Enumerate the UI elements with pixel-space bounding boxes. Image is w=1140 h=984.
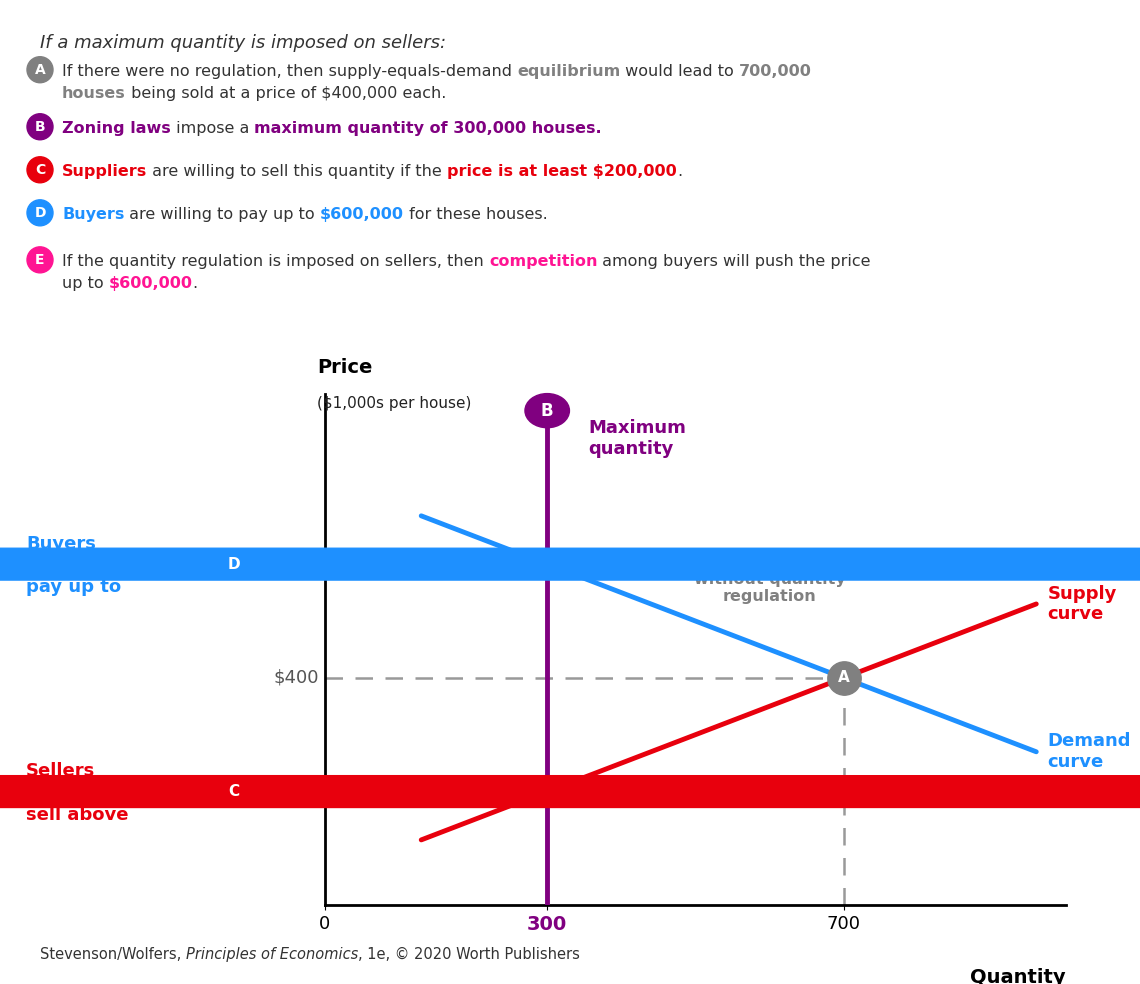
Text: C: C [35,162,46,177]
Text: willing to: willing to [26,782,120,801]
Text: competition: competition [489,254,597,269]
Text: would lead to: would lead to [620,64,739,79]
Text: If there were no regulation, then supply-equals-demand: If there were no regulation, then supply… [62,64,518,79]
Text: Zoning laws: Zoning laws [62,121,171,136]
Text: If the quantity regulation is imposed on sellers, then: If the quantity regulation is imposed on… [62,254,489,269]
Text: C: C [228,784,239,799]
Text: are willing to pay up to: are willing to pay up to [124,207,320,221]
Text: willing to: willing to [26,555,120,573]
Text: ($1,000s per house): ($1,000s per house) [317,397,472,411]
Text: A: A [34,63,46,77]
Text: , 1e, © 2020 Worth Publishers: , 1e, © 2020 Worth Publishers [358,947,580,961]
Text: equilibrium: equilibrium [518,64,620,79]
Text: Quantity: Quantity [970,968,1066,984]
Text: D: D [228,557,241,572]
Circle shape [27,57,52,83]
Text: impose a: impose a [171,121,254,136]
Text: Sellers: Sellers [26,763,96,780]
Circle shape [27,114,52,140]
Text: B: B [34,120,46,134]
Text: $600: $600 [274,555,319,573]
Text: $200: $200 [274,782,319,801]
Text: $600,000: $600,000 [320,207,404,221]
Text: B: B [540,401,554,419]
Text: Suppliers: Suppliers [62,163,147,179]
Circle shape [0,775,1140,808]
Text: Demand
curve: Demand curve [1048,732,1131,771]
Text: Stevenson/Wolfers,: Stevenson/Wolfers, [40,947,186,961]
Text: If a maximum quantity is imposed on sellers:: If a maximum quantity is imposed on sell… [40,33,446,52]
Text: 700,000: 700,000 [739,64,812,79]
Text: among buyers will push the price: among buyers will push the price [597,254,871,269]
Text: $600: $600 [267,555,312,573]
Circle shape [27,247,52,273]
Text: are willing to sell this quantity if the: are willing to sell this quantity if the [147,163,447,179]
Text: $600,000: $600,000 [108,276,193,291]
Text: being sold at a price of $400,000 each.: being sold at a price of $400,000 each. [125,86,446,100]
Text: price is at least $200,000: price is at least $200,000 [447,163,677,179]
Text: houses: houses [62,86,125,100]
Text: up to: up to [62,276,108,291]
Text: Principles of Economics: Principles of Economics [186,947,358,961]
Text: $200: $200 [267,782,312,801]
Text: for these houses.: for these houses. [404,207,548,221]
Text: Buyers: Buyers [26,534,96,553]
Text: sell above: sell above [26,806,129,824]
Circle shape [27,200,52,225]
Circle shape [0,548,1140,581]
Text: Price: Price [317,357,373,377]
Circle shape [27,156,52,183]
Text: maximum quantity of 300,000 houses.: maximum quantity of 300,000 houses. [254,121,602,136]
Text: Maximum
quantity: Maximum quantity [588,419,686,458]
Text: A: A [838,670,849,686]
Text: Supply
curve: Supply curve [1048,584,1117,623]
Circle shape [524,394,570,428]
Text: pay up to: pay up to [26,579,121,596]
Text: .: . [193,276,198,291]
Text: .: . [677,163,682,179]
Text: D: D [34,206,46,219]
Text: E: E [35,253,44,267]
Text: Equilibrium
without quantity
regulation: Equilibrium without quantity regulation [693,554,846,604]
Text: $400: $400 [274,669,319,687]
Text: Buyers: Buyers [62,207,124,221]
